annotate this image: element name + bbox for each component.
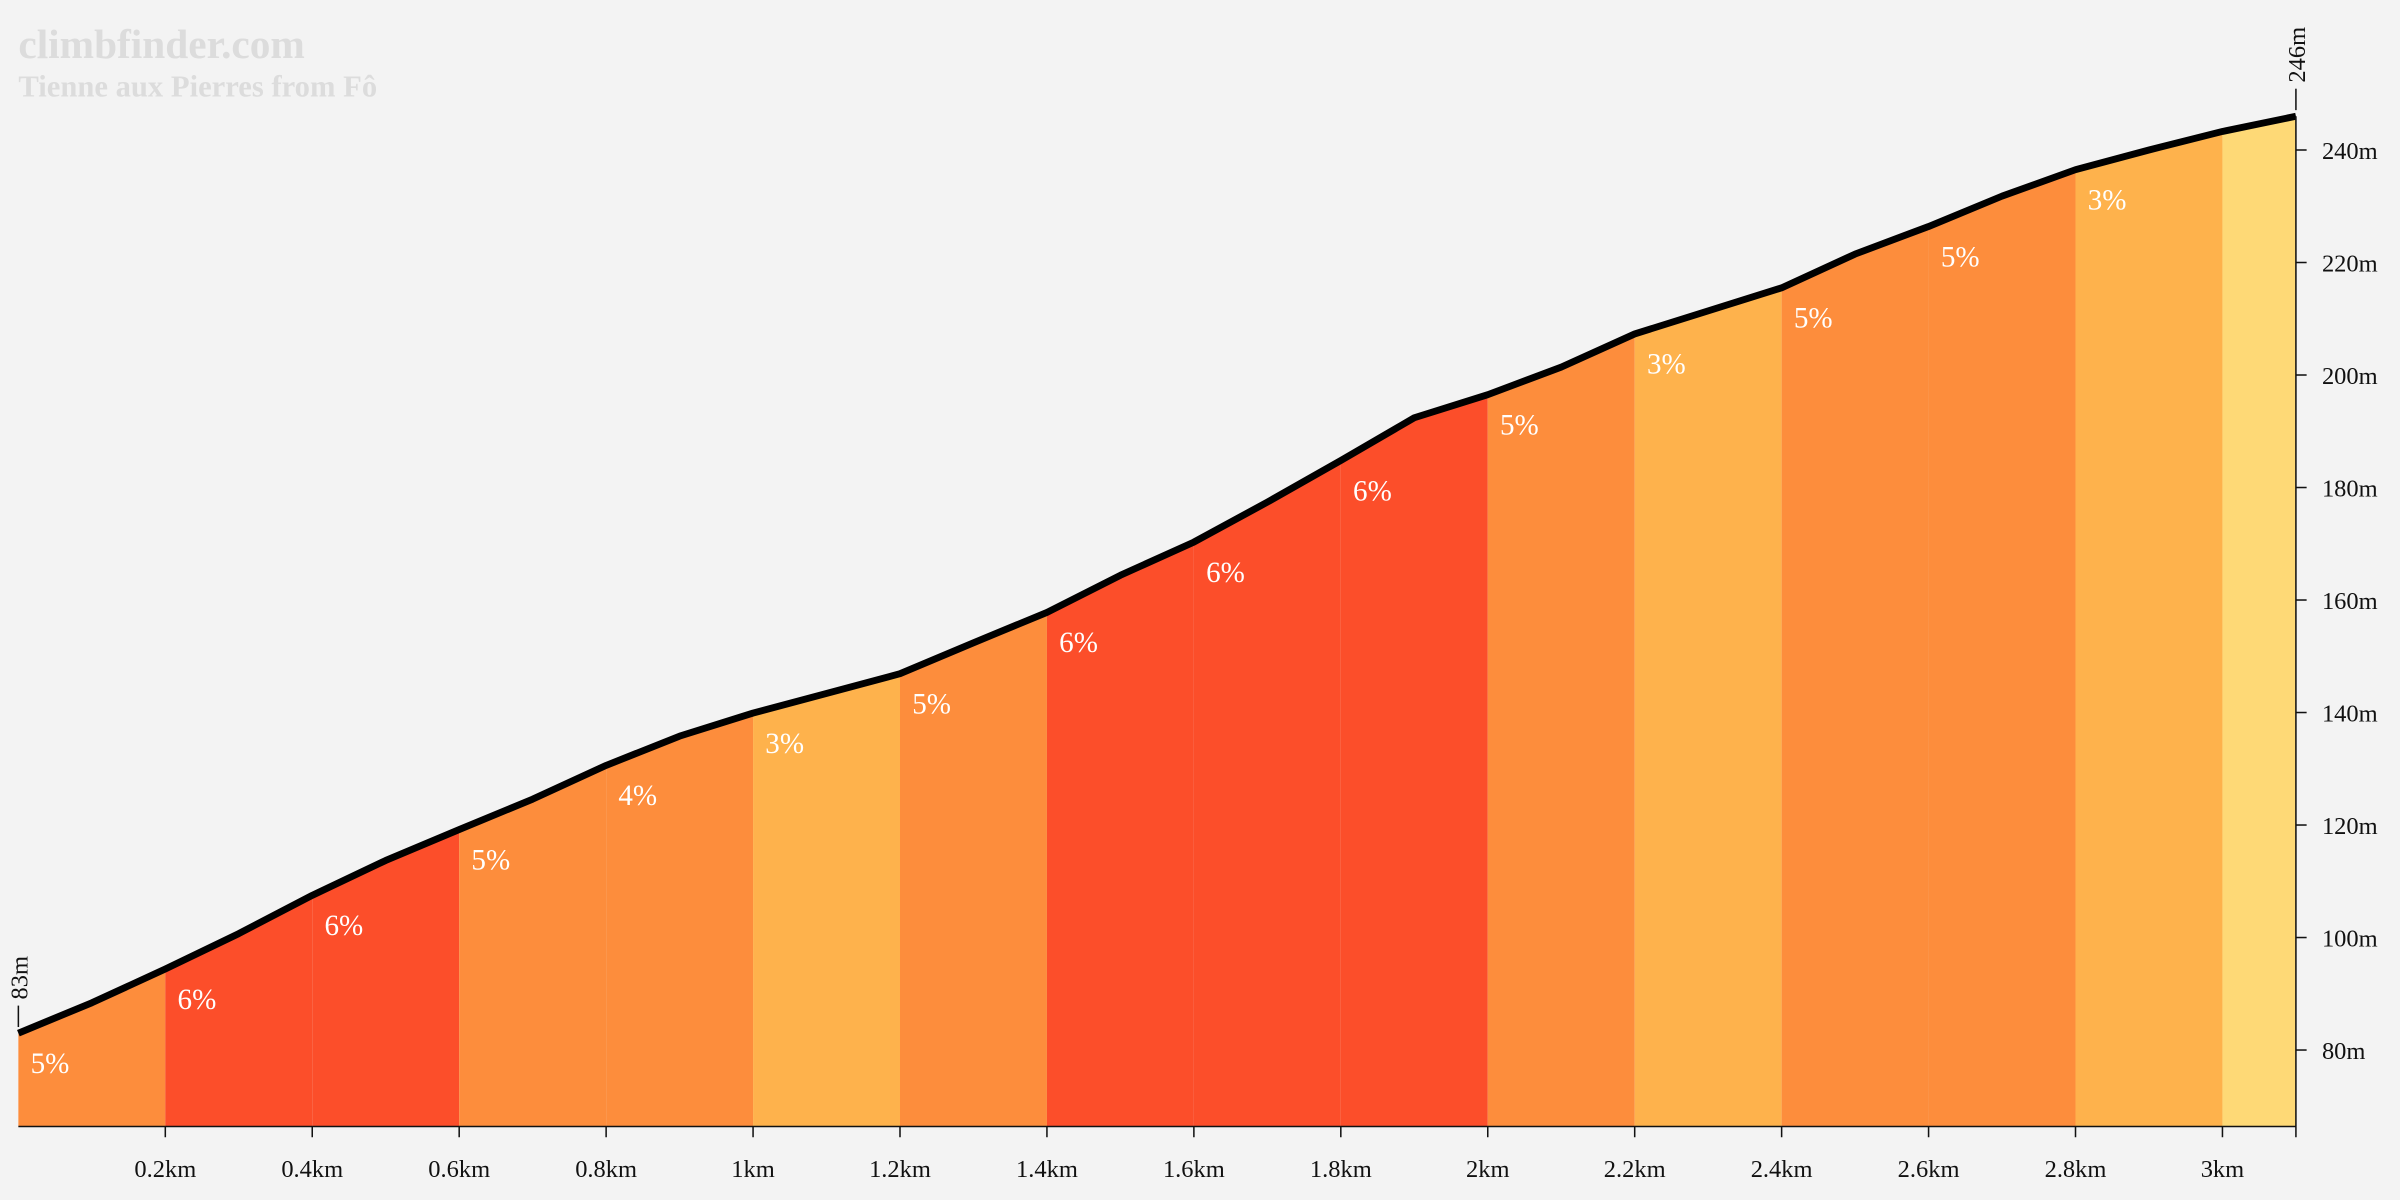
gradient-label: 5% (471, 844, 510, 876)
y-tick-label: 120m (2322, 813, 2378, 840)
x-tick-label: 2.8km (2045, 1156, 2107, 1183)
chart-title: climbfinder.com (18, 21, 304, 67)
x-tick-label: 2.2km (1604, 1156, 1666, 1183)
x-tick-label: 0.6km (428, 1156, 490, 1183)
gradient-segment (1634, 287, 1782, 1127)
x-tick-label: 1.8km (1310, 1156, 1372, 1183)
gradient-segment (312, 829, 460, 1127)
y-tick-label: 160m (2322, 588, 2378, 615)
gradient-segment (1046, 542, 1194, 1127)
gradient-segment (2075, 131, 2223, 1127)
gradient-segment (1193, 460, 1341, 1127)
gradient-segment (1340, 394, 1488, 1127)
y-tick-label: 140m (2322, 701, 2378, 728)
gradient-label: 5% (1794, 303, 1833, 335)
gradient-segment (2222, 116, 2296, 1127)
gradient-label: 3% (1647, 349, 1686, 381)
gradient-label: 3% (2088, 184, 2127, 216)
x-tick-label: 2.6km (1898, 1156, 1960, 1183)
gradient-segment (1487, 333, 1635, 1127)
gradient-segment (18, 969, 166, 1127)
x-tick-label: 1.4km (1016, 1156, 1078, 1183)
gradient-label: 6% (1206, 557, 1245, 589)
gradient-segment (900, 612, 1047, 1127)
y-tick-label: 240m (2322, 138, 2378, 165)
gradient-segment (1781, 226, 1929, 1127)
gradient-label: 5% (1941, 241, 1980, 273)
gradient-segment (753, 673, 900, 1127)
x-tick-label: 1.6km (1163, 1156, 1225, 1183)
y-tick-label: 200m (2322, 363, 2378, 390)
gradient-label: 3% (765, 728, 804, 760)
x-tick-label: 0.2km (134, 1156, 196, 1183)
gradient-label: 5% (1500, 409, 1539, 441)
x-tick-label: 2.4km (1751, 1156, 1813, 1183)
gradient-label: 4% (618, 780, 657, 812)
start-label: 83m (7, 956, 34, 1000)
x-tick-label: 0.4km (281, 1156, 343, 1183)
end-label: 246m (2284, 27, 2311, 83)
gradient-label: 6% (324, 910, 363, 942)
gradient-segment (459, 765, 607, 1127)
y-tick-label: 220m (2322, 251, 2378, 278)
gradient-label: 5% (31, 1048, 70, 1080)
x-tick-label: 1.2km (869, 1156, 931, 1183)
gradient-label: 5% (912, 689, 951, 721)
y-tick-label: 80m (2322, 1038, 2366, 1065)
y-tick-label: 100m (2322, 926, 2378, 953)
gradient-label: 6% (1059, 627, 1098, 659)
gradient-segment (606, 713, 754, 1127)
x-tick-label: 3km (2201, 1156, 2245, 1183)
elevation-line (17, 112, 2297, 1037)
gradient-segment (1928, 169, 2076, 1127)
x-tick-label: 0.8km (575, 1156, 637, 1183)
gradient-label: 6% (178, 984, 217, 1016)
chart-subtitle: Tienne aux Pierres from Fô (18, 69, 377, 103)
gradient-label: 6% (1353, 475, 1392, 507)
x-tick-label: 1km (731, 1156, 775, 1183)
y-tick-label: 180m (2322, 476, 2378, 503)
x-tick-label: 2km (1466, 1156, 1510, 1183)
